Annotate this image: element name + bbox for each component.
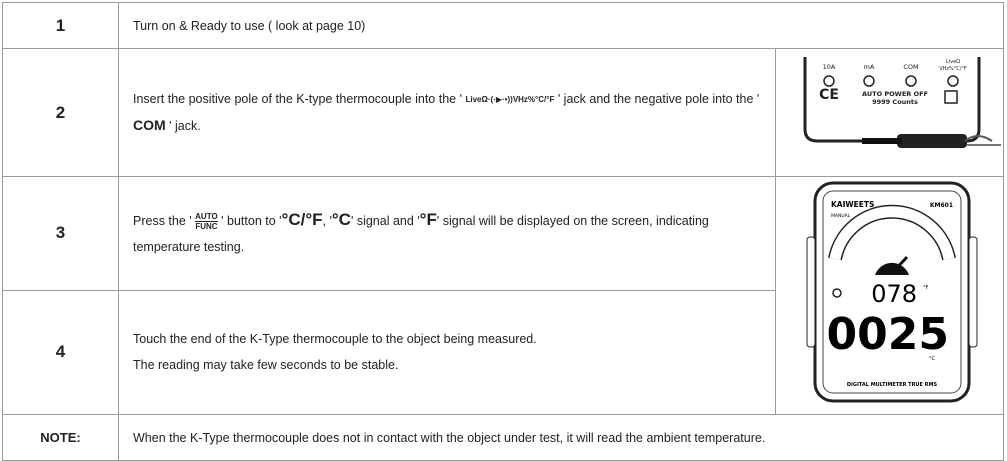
jack-label: mA [863, 63, 874, 71]
mode: MANUAL [831, 213, 851, 219]
ce-mark: CE [819, 87, 839, 103]
image-cell: KAIWEETS KM601 MANUAL 078 °F 0025 °C DIG… [775, 176, 1004, 415]
step-number: 3 [2, 176, 119, 291]
jack-label: VHz%°C/°F [939, 66, 967, 72]
note-label: NOTE: [2, 414, 119, 461]
model: KM601 [929, 202, 952, 209]
button-symbol: AUTO FUNC [195, 212, 218, 231]
jack-bottom: VHz%°C/°F [512, 95, 555, 105]
unit-symbol: °C/°F [281, 209, 323, 229]
jack-image: 10A mA COM LiveΩ VHz%°C/°F CE AUTO POWER… [803, 57, 1001, 148]
text: ' jack. [169, 119, 201, 133]
text: , ' [322, 213, 332, 228]
power-text: AUTO POWER OFF [862, 90, 928, 98]
jack-label: LiveΩ [945, 59, 959, 65]
unit-symbol: °C [331, 209, 351, 229]
jack-label: COM [903, 63, 918, 71]
text-line: The reading may take few seconds to be s… [133, 358, 399, 373]
text: ' signal and ' [350, 213, 420, 228]
unit-symbol: °F [419, 209, 437, 229]
text: ' signal will be displayed on the screen… [133, 213, 709, 254]
row: 3 Press the ' AUTO FUNC ' button to '°C/°… [2, 176, 1004, 415]
big-reading: 0025 [826, 309, 948, 360]
row: 4 Touch the end of the K-Type thermocoup… [2, 289, 1004, 416]
row: 2 Insert the positive pole of the K-type… [2, 48, 1004, 177]
jack-top: LiveΩ·(·▶·•)) [465, 95, 513, 105]
row: NOTE: When the K-Type thermocouple does … [2, 414, 1004, 461]
button-top: AUTO [195, 212, 218, 223]
step-number: 4 [2, 289, 119, 416]
step-text: Press the ' AUTO FUNC ' button to '°C/°F,… [118, 176, 776, 291]
note-text: When the K-Type thermocouple does not in… [118, 414, 1004, 461]
com-label: COM [133, 117, 166, 133]
text-line: Touch the end of the K-Type thermocouple… [133, 332, 537, 347]
step-number: 1 [2, 2, 119, 49]
row: 1 Turn on & Ready to use ( look at page … [2, 2, 1004, 49]
button-bottom: FUNC [195, 222, 218, 232]
text: Press the ' [133, 213, 192, 228]
counts-text: 9999 Counts [872, 98, 918, 106]
text: ' button to ' [221, 213, 282, 228]
small-reading: 078 [871, 280, 917, 308]
jack-symbol: LiveΩ·(·▶·•))VHz%°C/°F [465, 95, 554, 104]
small-unit: °F [923, 285, 929, 291]
step-text: Insert the positive pole of the K-type t… [118, 48, 776, 177]
step-text: Turn on & Ready to use ( look at page 10… [118, 2, 1004, 49]
jack-label: 10A [822, 63, 835, 71]
big-unit: °C [929, 356, 936, 362]
brand: KAIWEETS [831, 200, 874, 209]
step-number: 2 [2, 48, 119, 177]
footer: DIGITAL MULTIMETER TRUE RMS [846, 382, 937, 388]
text: ' jack and the negative pole into the ' [557, 92, 760, 106]
image-cell: 10A mA COM LiveΩ VHz%°C/°F CE AUTO POWER… [775, 48, 1004, 177]
text: Insert the positive pole of the K-type t… [133, 92, 462, 106]
step-text: Touch the end of the K-Type thermocouple… [118, 289, 776, 416]
meter-image: KAIWEETS KM601 MANUAL 078 °F 0025 °C DIG… [806, 181, 977, 403]
